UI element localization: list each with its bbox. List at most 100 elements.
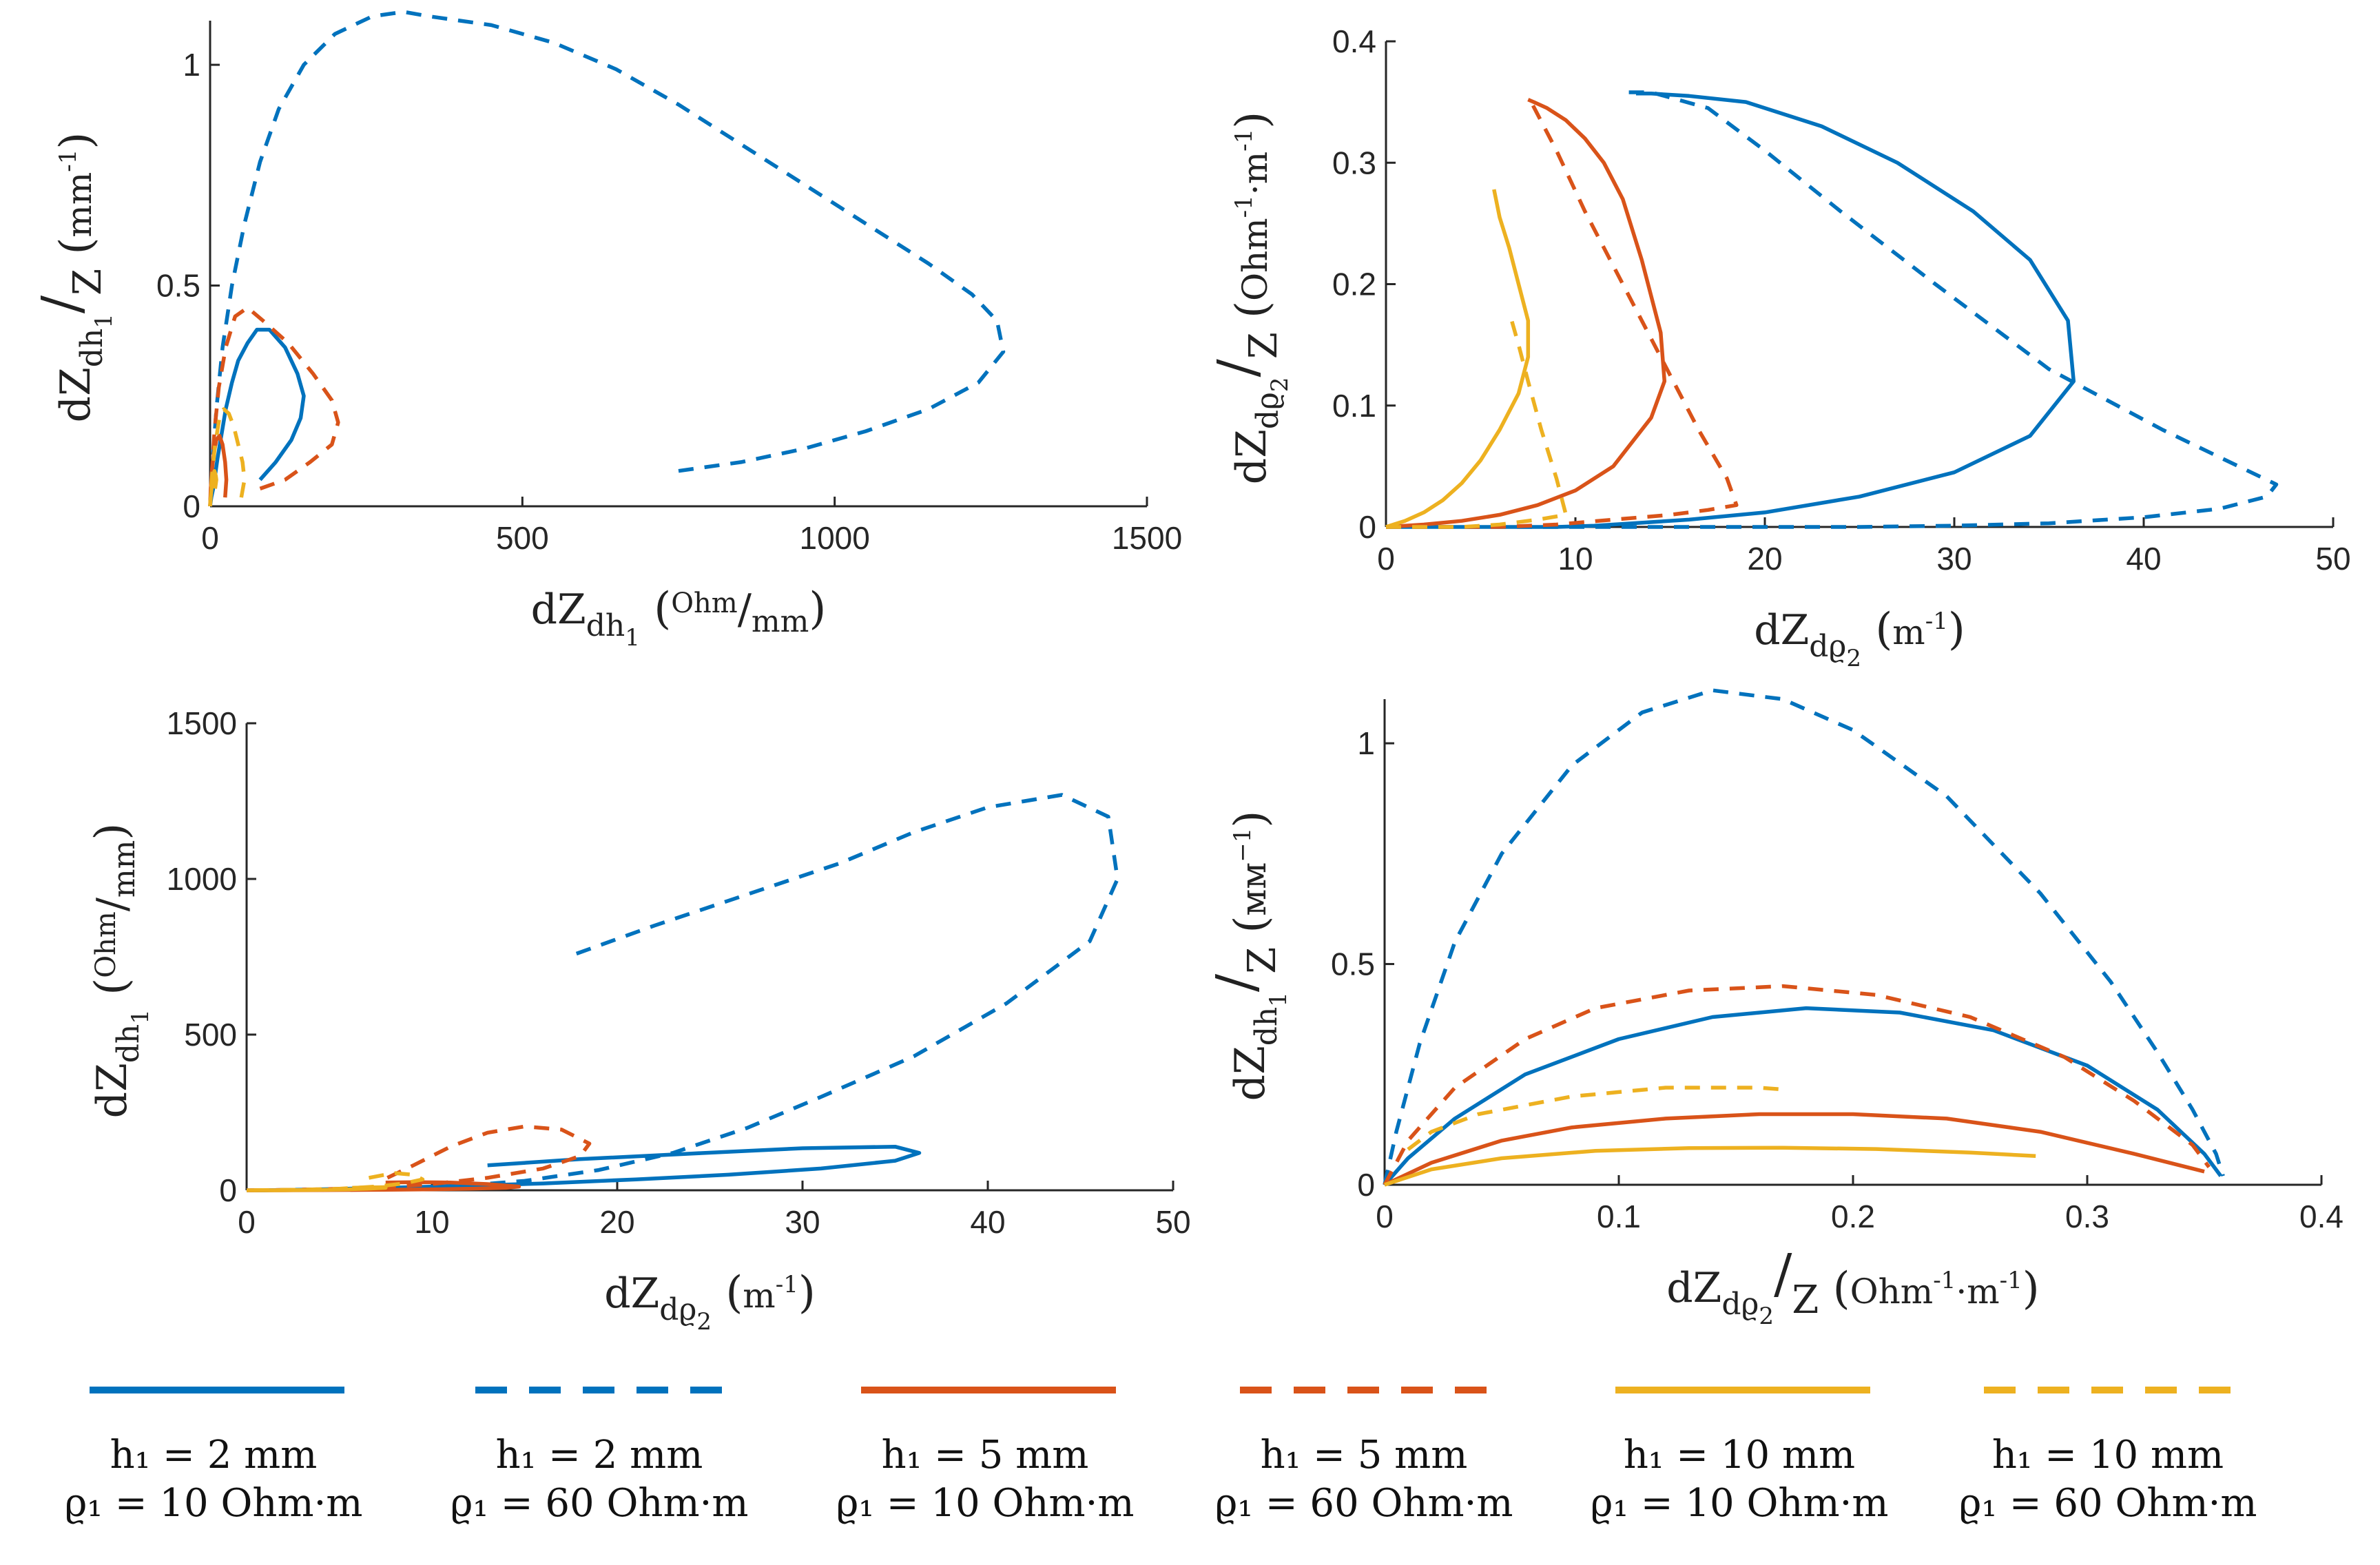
label-paren: ) (1948, 604, 1965, 655)
series-line (208, 407, 247, 507)
label-subsub: 1 (1265, 992, 1292, 1007)
label-paren: ( (1225, 916, 1276, 947)
y-tick-label: 1500 (167, 705, 237, 741)
label-sub: dϱ (659, 1292, 696, 1327)
y-tick-label: 0.1 (1332, 388, 1376, 424)
series-line (208, 327, 306, 507)
series-line (208, 305, 340, 507)
label-slash: / (1205, 973, 1267, 992)
label-den: Z (1241, 332, 1286, 359)
x-tick-label: 1000 (799, 520, 869, 556)
x-tick-label: 30 (1936, 541, 1972, 577)
label-unit: Ohm (1235, 218, 1275, 301)
label-unit: m (1892, 612, 1925, 652)
label-den: Z (65, 269, 110, 296)
x-tick-label: 0.4 (2299, 1199, 2343, 1234)
label-slash: / (1774, 1243, 1792, 1305)
x-tick-label: 0 (1377, 541, 1395, 577)
label-unit2-sup: -1 (2000, 1267, 2022, 1294)
series-line (1386, 92, 2076, 529)
legend-item: h₁ = 10 mm ϱ₁ = 10 Ohm·m (1546, 1371, 1932, 1528)
series-line (1385, 98, 1667, 529)
y-tick-label: 0.3 (1332, 145, 1376, 180)
label-subsub: 2 (696, 1308, 712, 1336)
label-paren: ( (712, 1267, 743, 1318)
legend-swatch (1915, 1371, 2301, 1431)
label-unit: mm (59, 172, 99, 238)
legend-line2: ϱ₁ = 60 Ohm·m (1214, 1481, 1513, 1526)
legend-line2: ϱ₁ = 10 Ohm·m (836, 1481, 1135, 1526)
label-unit-sup: -1 (54, 149, 82, 172)
label-main: dZ (1754, 606, 1809, 654)
x-tick-label: 0.2 (1831, 1199, 1875, 1234)
label-unit2: ·m (1956, 1272, 1999, 1312)
series-line (208, 10, 1006, 507)
legend-swatch (1546, 1371, 1932, 1431)
legend-item: h₁ = 5 mm ϱ₁ = 10 Ohm·m (792, 1371, 1178, 1528)
legend-swatch (406, 1371, 792, 1431)
label-slash: / (31, 295, 93, 313)
legend-swatch (792, 1371, 1178, 1431)
axis-label: dZdh1/Z (mm-1) (31, 132, 118, 423)
label-subsub: 1 (127, 1009, 154, 1024)
label-unit-den: mm (107, 840, 142, 898)
series-line (1386, 318, 1569, 529)
y-tick-label: 1 (183, 47, 200, 83)
axis-label: dZdh1/Z (мм−1) (1205, 811, 1292, 1101)
label-unit-sup: -1 (776, 1271, 798, 1298)
legend-line2: ϱ₁ = 10 Ohm·m (64, 1481, 363, 1526)
y-tick-label: 0 (1358, 509, 1376, 545)
label-main: dZ (604, 1269, 659, 1318)
series-line (1383, 1112, 2205, 1187)
y-tick-label: 0.2 (1332, 267, 1376, 302)
series-line (1386, 99, 1739, 529)
label-slash: / (738, 585, 752, 634)
x-tick-label: 10 (414, 1204, 449, 1240)
legend-item: h₁ = 5 mm ϱ₁ = 60 Ohm·m (1171, 1371, 1557, 1528)
y-tick-label: 0.5 (156, 268, 200, 304)
x-tick-label: 10 (1558, 541, 1593, 577)
x-tick-label: 50 (1155, 1204, 1190, 1240)
label-den: Z (1792, 1278, 1819, 1323)
label-main: dZ (1666, 1264, 1721, 1312)
label-main: dZ (1228, 429, 1276, 484)
legend-line1: h₁ = 10 mm (1991, 1433, 2224, 1478)
label-subsub: 1 (90, 313, 118, 329)
label-main: dZ (88, 1063, 136, 1118)
y-tick-label: 0.4 (1332, 23, 1376, 59)
label-subsub: 1 (625, 624, 640, 652)
label-paren: ) (1225, 811, 1276, 828)
label-paren: ) (798, 1267, 816, 1318)
legend-item: h₁ = 2 mm ϱ₁ = 10 Ohm·m (21, 1371, 406, 1528)
label-main: dZ (531, 585, 586, 634)
label-unit: Ohm (1850, 1272, 1934, 1312)
label-sub: dh (1249, 1007, 1284, 1046)
label-paren: ( (51, 238, 102, 269)
y-tick-label: 1000 (167, 861, 237, 897)
label-paren: ( (1227, 301, 1278, 332)
legend-line2: ϱ₁ = 10 Ohm·m (1590, 1481, 1889, 1526)
axis-label: dZdϱ2 (m-1) (604, 1267, 816, 1336)
axis-label: dZdϱ2 (m-1) (1754, 604, 1965, 672)
label-main: dZ (1226, 1046, 1274, 1101)
y-tick-label: 0 (219, 1172, 237, 1208)
label-paren: ) (2022, 1263, 2040, 1314)
label-sub: dh (586, 608, 625, 643)
label-subsub: 2 (1759, 1303, 1774, 1330)
legend-line2: ϱ₁ = 60 Ohm·m (1958, 1481, 2257, 1526)
label-unit: m (743, 1276, 775, 1316)
label-sub: dh (111, 1024, 146, 1064)
x-tick-label: 20 (599, 1204, 634, 1240)
label-paren: ) (809, 583, 826, 634)
label-sub: dh (74, 329, 110, 368)
x-tick-label: 40 (2126, 541, 2161, 577)
legend-swatch (1171, 1371, 1557, 1431)
x-tick-label: 20 (1747, 541, 1782, 577)
label-paren: ) (1227, 112, 1278, 129)
label-paren: ) (86, 823, 137, 840)
label-sub: dϱ (1250, 392, 1285, 429)
label-unit-sup: -1 (1933, 1267, 1956, 1294)
